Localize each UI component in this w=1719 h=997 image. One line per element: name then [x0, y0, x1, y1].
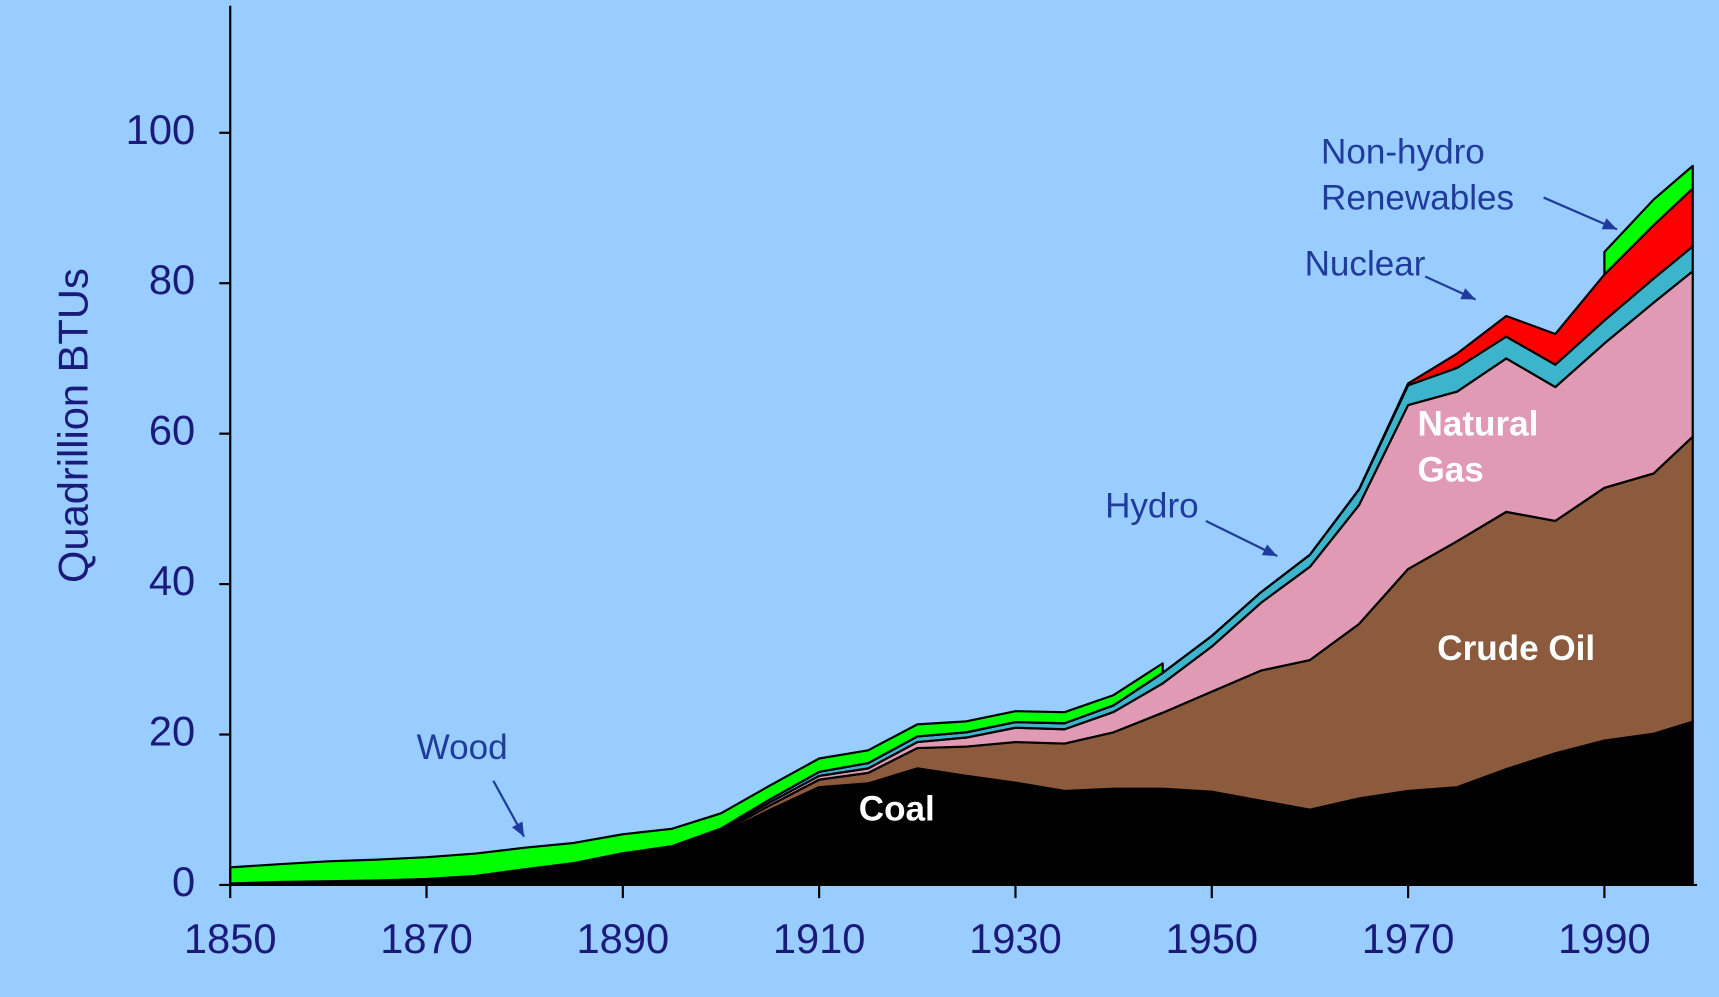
- series-label: Coal: [859, 789, 935, 828]
- x-tick-label: 1910: [773, 915, 866, 962]
- y-axis-label: Quadrillion BTUs: [50, 268, 97, 583]
- arrow-head: [511, 821, 525, 837]
- arrow-head: [1460, 288, 1476, 300]
- y-tick-label: 80: [149, 256, 195, 303]
- x-tick-label: 1950: [1165, 915, 1258, 962]
- x-tick-label: 1890: [577, 915, 670, 962]
- y-tick-label: 40: [149, 557, 195, 604]
- arrow-head: [1601, 218, 1618, 230]
- series-label: Natural Gas: [1418, 404, 1549, 489]
- y-tick-label: 20: [149, 708, 195, 755]
- area: [229, 662, 1164, 885]
- x-tick-label: 1850: [184, 915, 277, 962]
- series-label: Wood: [417, 728, 508, 767]
- x-tick-label: 1970: [1362, 915, 1455, 962]
- series-label: Nuclear: [1305, 244, 1426, 283]
- series-label: Non-hydro Renewables: [1321, 133, 1514, 218]
- x-tick-label: 1870: [380, 915, 473, 962]
- y-tick-label: 60: [149, 407, 195, 454]
- x-tick-label: 1990: [1558, 915, 1651, 962]
- area: [1603, 164, 1694, 276]
- arrow-head: [1261, 544, 1278, 557]
- x-tick-label: 1930: [969, 915, 1062, 962]
- y-tick-label: 100: [126, 106, 195, 153]
- series-label: Crude Oil: [1437, 629, 1595, 668]
- series-label: Hydro: [1105, 487, 1199, 526]
- y-tick-label: 0: [172, 858, 195, 905]
